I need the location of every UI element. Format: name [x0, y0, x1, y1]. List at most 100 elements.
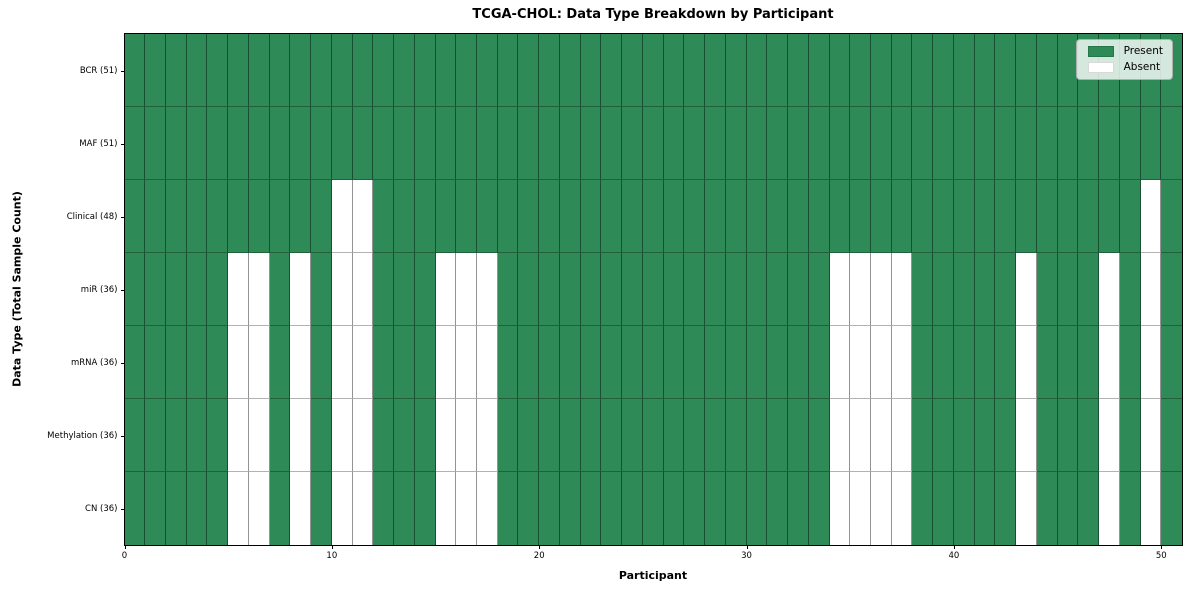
heatmap-cell-Methylation-23: [601, 399, 623, 472]
heatmap-cell-BCR-2: [165, 34, 187, 107]
heatmap-cell-Clinical-22: [580, 180, 602, 253]
heatmap-cell-Methylation-38: [912, 399, 934, 472]
heatmap-cell-Clinical-19: [518, 180, 540, 253]
heatmap-cell-CN-24: [622, 472, 643, 545]
heatmap-cell-Clinical-48: [1119, 180, 1141, 253]
heatmap-cell-mRNA-26: [663, 326, 685, 399]
heatmap-cell-CN-35: [850, 472, 871, 545]
heatmap-cell-miR-40: [953, 253, 975, 326]
heatmap-cell-Clinical-30: [746, 180, 768, 253]
heatmap-cell-BCR-40: [953, 34, 975, 107]
heatmap-cell-CN-29: [725, 472, 747, 545]
heatmap-cell-BCR-41: [974, 34, 996, 107]
heatmap-cell-Clinical-20: [539, 180, 560, 253]
heatmap-cell-miR-8: [290, 253, 312, 326]
heatmap-cell-Clinical-37: [891, 180, 913, 253]
heatmap-cell-MAF-17: [477, 107, 498, 180]
heatmap-cell-mRNA-41: [974, 326, 996, 399]
heatmap-cell-miR-20: [539, 253, 560, 326]
heatmap-cell-mRNA-21: [559, 326, 581, 399]
heatmap-cell-MAF-43: [1016, 107, 1037, 180]
heatmap-cell-CN-16: [456, 472, 477, 545]
heatmap-cell-Methylation-37: [891, 399, 913, 472]
heatmap-cell-miR-46: [1078, 253, 1100, 326]
heatmap-cell-BCR-11: [352, 34, 374, 107]
heatmap-cell-BCR-37: [891, 34, 913, 107]
heatmap-cell-Methylation-13: [394, 399, 415, 472]
heatmap-cell-miR-12: [373, 253, 395, 326]
y-tick-label-BCR: BCR (51): [79, 65, 118, 76]
heatmap-cell-miR-7: [269, 253, 291, 326]
heatmap-cell-BCR-28: [705, 34, 726, 107]
heatmap-cell-MAF-2: [165, 107, 187, 180]
legend-label-absent: Absent: [1123, 61, 1161, 74]
heatmap-cell-Clinical-14: [414, 180, 436, 253]
heatmap-cell-MAF-3: [186, 107, 208, 180]
heatmap-cell-MAF-15: [435, 107, 457, 180]
heatmap-cell-CN-17: [477, 472, 498, 545]
x-tick-mark-50: [1161, 545, 1163, 549]
y-tick-mark-Methylation: [120, 435, 125, 437]
heatmap-cell-Methylation-33: [808, 399, 830, 472]
y-tick-mark-CN: [120, 508, 125, 510]
heatmap-cell-Methylation-8: [290, 399, 312, 472]
y-tick-label-CN: CN (36): [85, 503, 118, 514]
heatmap-cell-Methylation-27: [684, 399, 706, 472]
heatmap-cell-CN-10: [331, 472, 353, 545]
heatmap-cell-CN-18: [497, 472, 519, 545]
heatmap-cell-Methylation-25: [642, 399, 664, 472]
heatmap-cell-miR-27: [684, 253, 706, 326]
heatmap-cell-CN-25: [642, 472, 664, 545]
legend-label-present: Present: [1123, 45, 1163, 58]
heatmap-cell-BCR-36: [870, 34, 892, 107]
heatmap-cell-Methylation-32: [788, 399, 809, 472]
heatmap-cell-Clinical-13: [394, 180, 415, 253]
plot-area: 0 10 20 30 40 50 BCR (51) MAF (51) Clinical (48…: [47, 33, 1183, 561]
heatmap-cell-BCR-4: [207, 34, 229, 107]
heatmap-cell-CN-20: [539, 472, 560, 545]
heatmap-cell-mRNA-15: [435, 326, 457, 399]
heatmap-cell-BCR-39: [933, 34, 954, 107]
heatmap-cell-miR-25: [642, 253, 664, 326]
heatmap-cell-Clinical-34: [829, 180, 851, 253]
heatmap-cell-Methylation-6: [248, 399, 270, 472]
heatmap-cell-MAF-49: [1140, 107, 1162, 180]
heatmap-cell-Methylation-24: [622, 399, 643, 472]
heatmap-cell-MAF-44: [1036, 107, 1058, 180]
heatmap-cell-Methylation-11: [352, 399, 374, 472]
heatmap-cell-CN-45: [1057, 472, 1079, 545]
heatmap-cell-Methylation-7: [269, 399, 291, 472]
heatmap-cell-miR-42: [995, 253, 1017, 326]
heatmap-cell-Clinical-33: [808, 180, 830, 253]
heatmap-cell-miR-22: [580, 253, 602, 326]
heatmap-cell-miR-16: [456, 253, 477, 326]
heatmap-cell-CN-47: [1099, 472, 1120, 545]
x-tick-label-30: 30: [741, 551, 752, 561]
heatmap-cell-MAF-46: [1078, 107, 1100, 180]
heatmap-cell-Clinical-44: [1036, 180, 1058, 253]
heatmap-cell-CN-30: [746, 472, 768, 545]
heatmap-cell-BCR-32: [788, 34, 809, 107]
heatmap-cell-BCR-10: [331, 34, 353, 107]
heatmap-cell-mRNA-17: [477, 326, 498, 399]
heatmap-cell-MAF-13: [394, 107, 415, 180]
heatmap-cell-mRNA-10: [331, 326, 353, 399]
heatmap-cell-CN-50: [1161, 472, 1182, 545]
heatmap-cell-BCR-19: [518, 34, 540, 107]
heatmap-cell-CN-6: [248, 472, 270, 545]
heatmap-cell-BCR-26: [663, 34, 685, 107]
heatmap-cell-MAF-47: [1099, 107, 1120, 180]
heatmap-cell-miR-44: [1036, 253, 1058, 326]
heatmap-cell-mRNA-48: [1119, 326, 1141, 399]
heatmap-cell-MAF-14: [414, 107, 436, 180]
heatmap-cell-mRNA-35: [850, 326, 871, 399]
heatmap-cell-miR-14: [414, 253, 436, 326]
heatmap-cell-Clinical-35: [850, 180, 871, 253]
heatmap-cell-Clinical-12: [373, 180, 395, 253]
heatmap-cell-CN-48: [1119, 472, 1141, 545]
heatmap-cell-mRNA-49: [1140, 326, 1162, 399]
heatmap-cell-miR-21: [559, 253, 581, 326]
heatmap-cell-Methylation-26: [663, 399, 685, 472]
y-tick-mark-mRNA: [120, 362, 125, 364]
x-tick-label-40: 40: [948, 551, 960, 561]
